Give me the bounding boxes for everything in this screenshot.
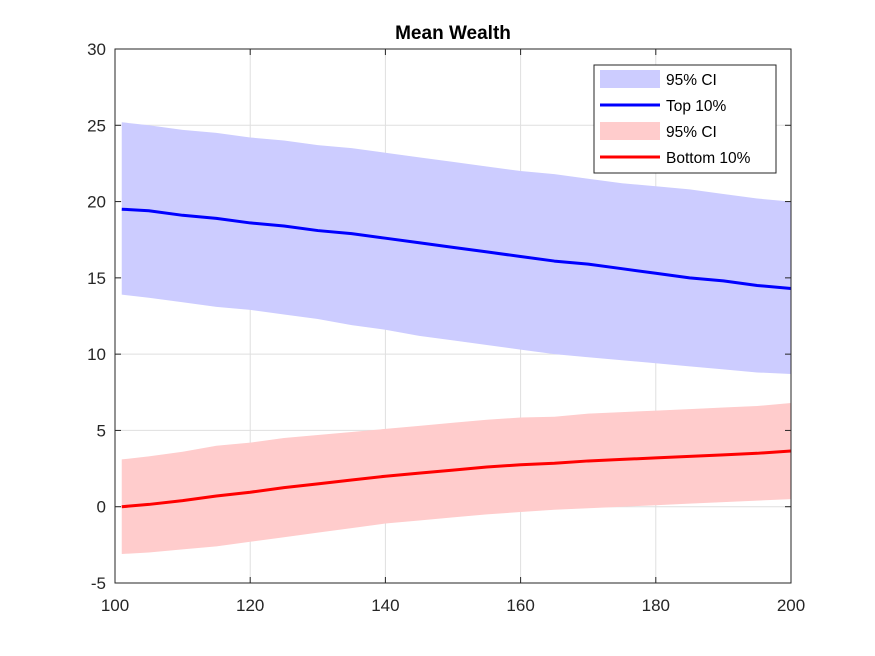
- x-tick-label: 200: [777, 596, 805, 615]
- y-tick-label: -5: [91, 574, 106, 593]
- y-axis: -5 0 5 10 15 20 25 30: [87, 40, 791, 593]
- x-tick-label: 120: [236, 596, 264, 615]
- legend-label: 95% CI: [666, 124, 717, 141]
- series-lines: [121, 207, 792, 509]
- legend-label: Bottom 10%: [666, 150, 751, 167]
- ci-band-2: [121, 402, 791, 555]
- x-tick-label: 140: [371, 596, 399, 615]
- chart-title: Mean Wealth: [395, 23, 511, 44]
- plot-frame: [114, 48, 792, 584]
- legend-label: Top 10%: [666, 98, 727, 115]
- legend-swatch-patch: [600, 122, 660, 140]
- legend-label: 95% CI: [666, 72, 717, 89]
- y-tick-label: 15: [87, 269, 106, 288]
- x-tick-label: 100: [101, 596, 129, 615]
- y-tick-label: 25: [87, 116, 106, 135]
- x-tick-label: 180: [642, 596, 670, 615]
- x-tick-label: 160: [506, 596, 534, 615]
- x-axis: 100 120 140 160 180 200: [101, 49, 805, 615]
- y-tick-label: 0: [97, 498, 106, 517]
- series-line-1: [121, 207, 792, 291]
- y-tick-label: 30: [87, 40, 106, 59]
- legend: 95% CI Top 10% 95% CI Bottom 10%: [593, 64, 777, 174]
- y-tick-label: 10: [87, 345, 106, 364]
- y-tick-label: 20: [87, 193, 106, 212]
- series-line-2: [121, 449, 792, 509]
- legend-swatch-patch: [600, 70, 660, 88]
- y-tick-label: 5: [97, 421, 106, 440]
